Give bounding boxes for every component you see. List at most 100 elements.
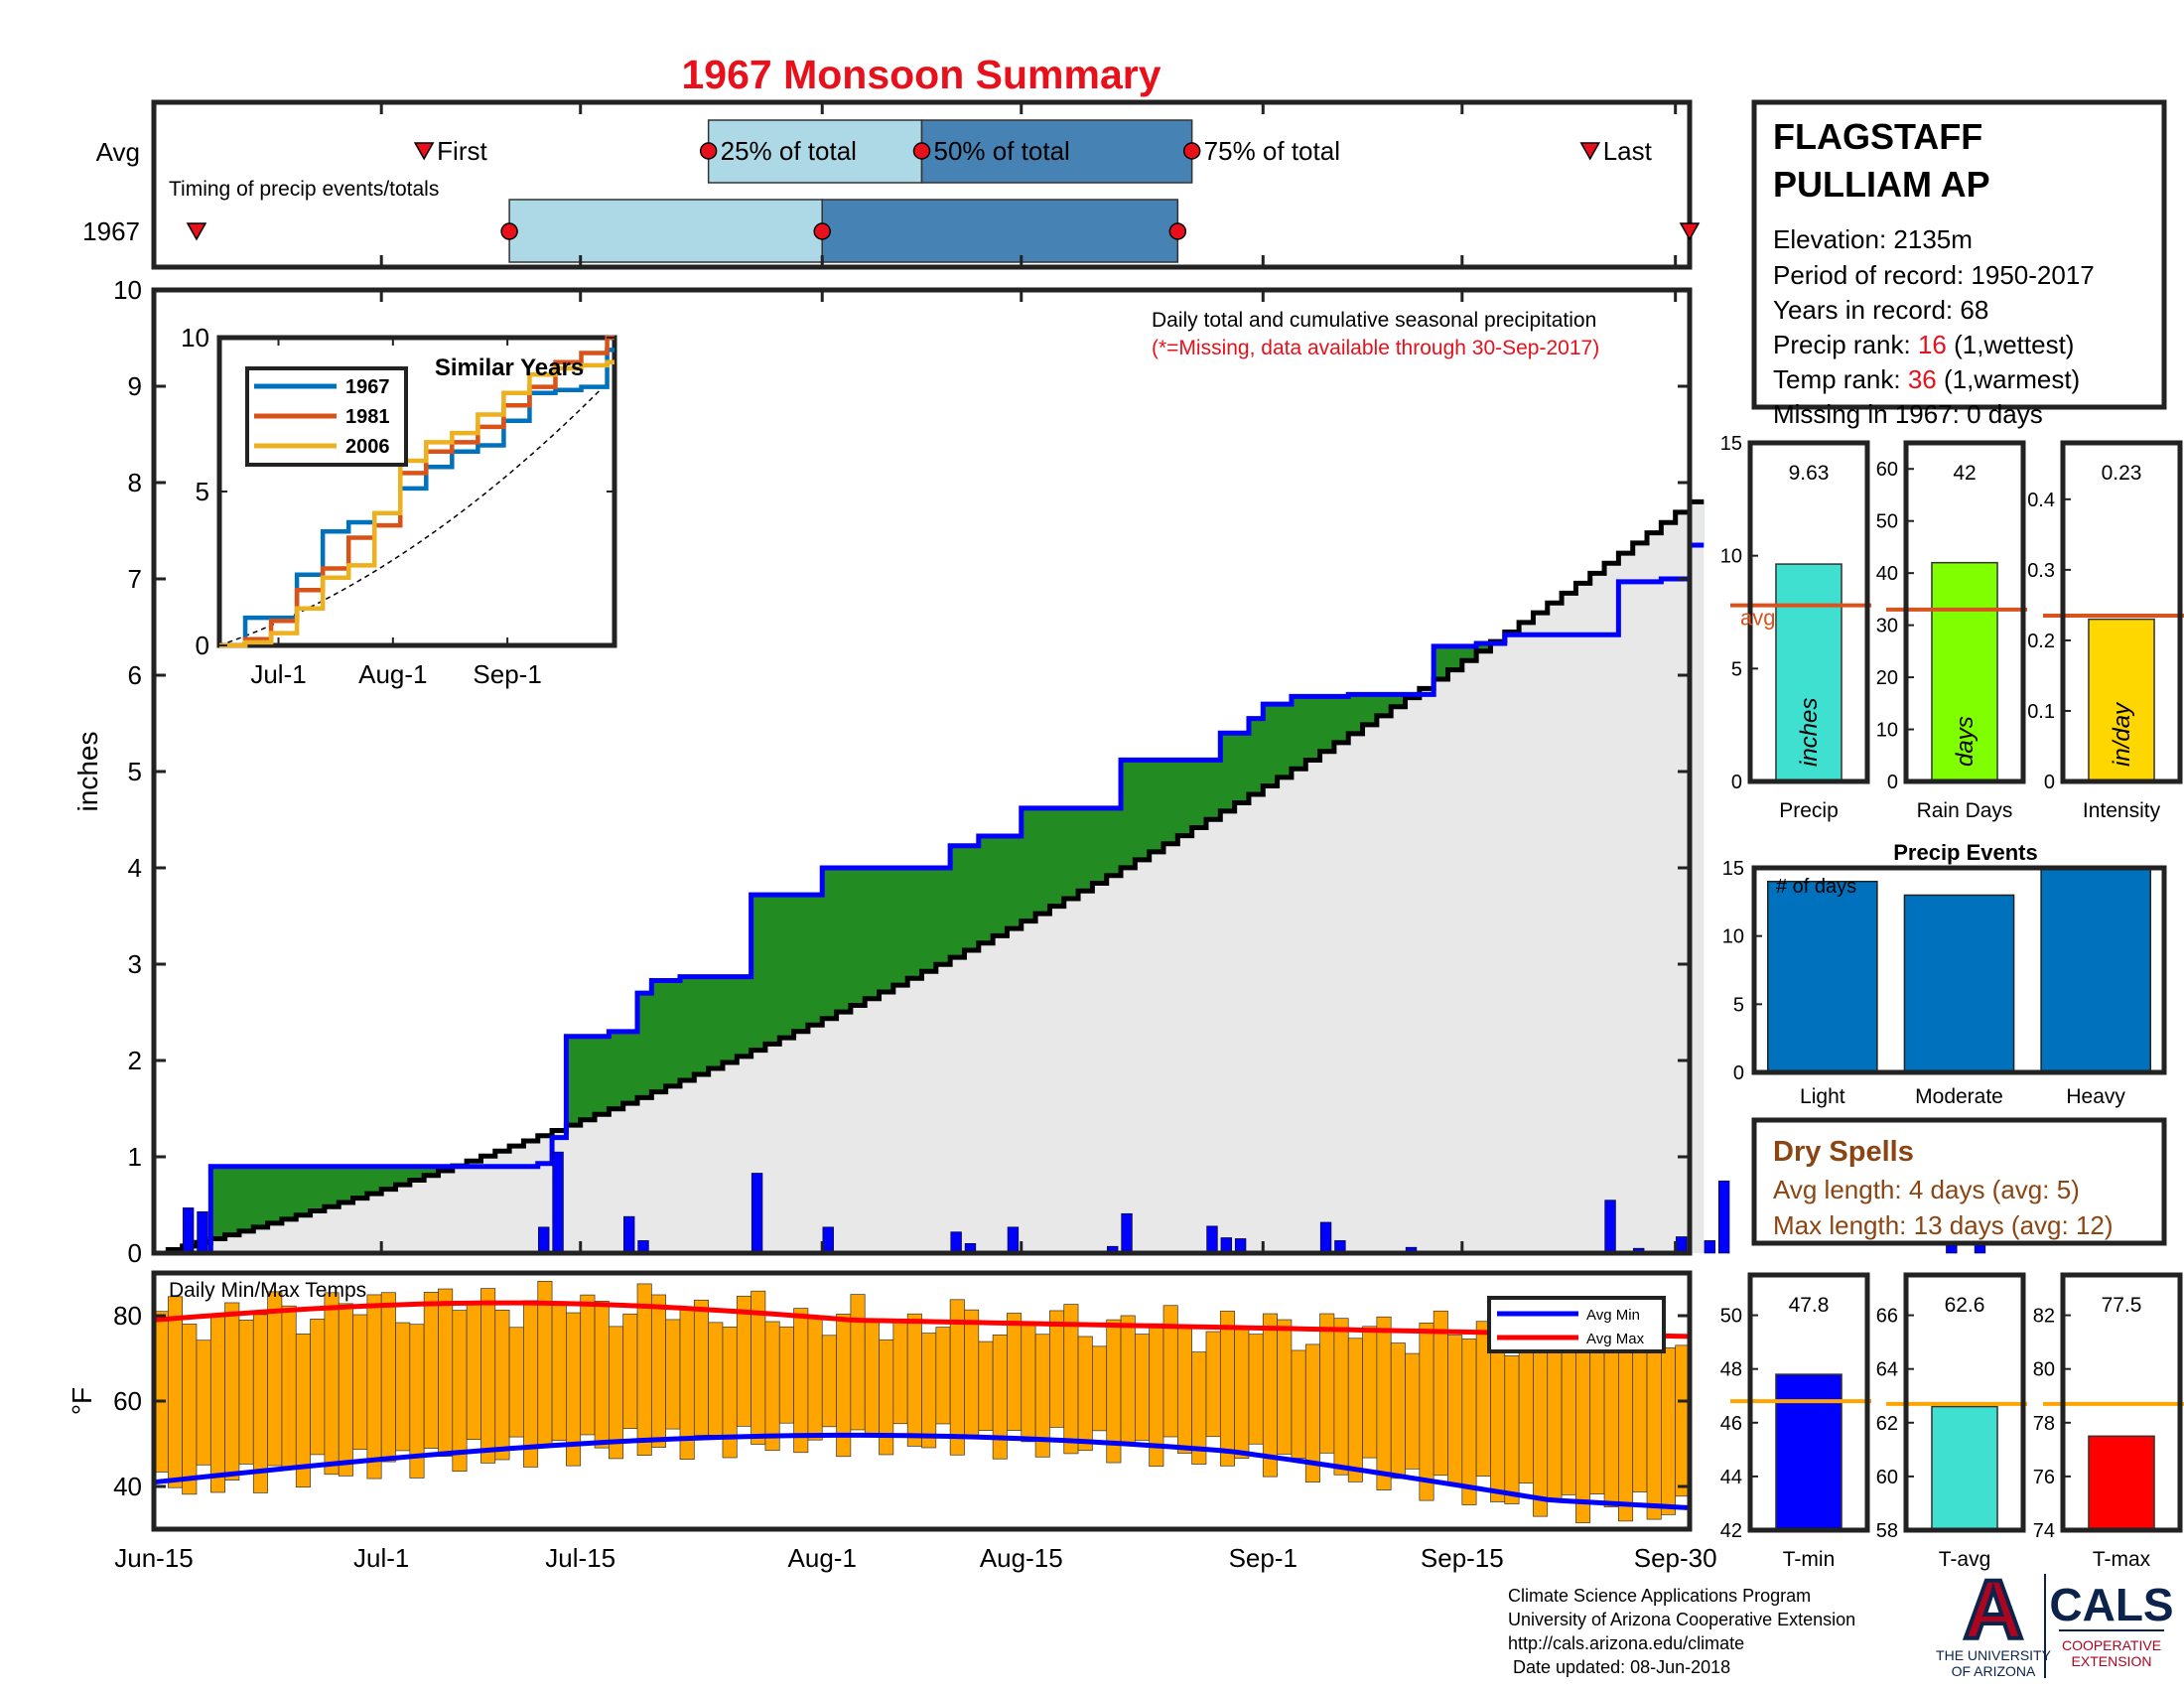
precip-event-label: Heavy [2066,1085,2125,1108]
events-ytick-label: 10 [1722,926,1744,948]
inset-xtick-label: Sep-1 [473,659,541,689]
daily-precip-bar [1121,1212,1133,1254]
station-info: FLAGSTAFF PULLIAM AP Elevation: 2135m Pe… [1751,99,2167,429]
panel-ytick-label: 0.2 [2027,631,2055,652]
panel-ytick-label: 58 [1876,1520,1898,1542]
timing-dot [813,222,831,240]
dry-spells-max: Max length: 13 days (avg: 12) [1773,1210,2114,1240]
panel-ytick-label: 82 [2033,1306,2055,1328]
timing-panel: Avg 1967 Timing of precip events/totals … [82,99,1701,270]
daily-temp-bar [1077,1336,1093,1452]
daily-temp-bar [1135,1334,1151,1441]
daily-temp-bar [523,1300,539,1468]
panel-ytick-label: 60 [1876,459,1898,481]
panel-ytick-label: 44 [1720,1467,1742,1488]
daily-temp-bar [238,1320,254,1465]
daily-temp-bar [1333,1318,1349,1476]
daily-temp-bar [551,1302,567,1442]
daily-temp-bar [1262,1313,1278,1478]
daily-precip-bar [1007,1226,1020,1254]
panel-rain-days: 0 10 20 30 40 50 60 42 Rain Days days [1876,440,2027,822]
average-cumulative-area [154,501,1705,1253]
station-missing: Missing in 1967: 0 days [1773,399,2043,429]
panel-ytick-label: 48 [1720,1359,1742,1381]
precip-event-label: Light [1800,1085,1845,1108]
temp-ytick-label: 60 [113,1386,142,1416]
precip-ytick-label: 10 [113,275,142,305]
temp-legend-label: Avg Min [1586,1307,1640,1324]
daily-temp-bar [594,1301,610,1449]
daily-precip-bar [822,1226,834,1254]
precip-ytick-label: 6 [128,660,142,690]
daily-precip-bar [552,1151,564,1254]
daily-temp-bar [708,1322,724,1436]
precip-events-title: Precip Events [1893,840,2038,865]
precip-event-label: Moderate [1915,1085,2003,1108]
daily-temp-bar [537,1280,553,1447]
daily-temp-bar [338,1303,353,1477]
panel-ytick-label: 10 [1876,720,1898,742]
panel-bar [1775,1373,1843,1531]
station-name-2: PULLIAM AP [1773,164,1990,205]
daily-temp-bar [209,1314,225,1493]
cumulative-1967-line [182,542,1705,1256]
timing-dot [1168,222,1187,240]
precip-event-bar [2040,867,2151,1073]
daily-temp-bar [1490,1333,1506,1502]
inset-ytick-label: 5 [196,477,209,506]
daily-temp-bar [1618,1346,1634,1522]
daily-temp-bar [1518,1335,1534,1483]
precip-events-frame [1751,865,2167,1075]
daily-temp-bar [1376,1316,1392,1490]
panel-ytick-label: 50 [1720,1306,1742,1328]
panel-ytick-label: 74 [2033,1520,2055,1542]
panel-unit: inches [1796,698,1823,767]
panel-ytick-label: 78 [2033,1413,2055,1435]
temp-ytick-label: 40 [113,1472,142,1501]
timing-caption: Timing of precip events/totals [169,178,439,201]
cumulative-surplus-area [154,501,1705,1253]
precip-ytick-label: 8 [128,468,142,497]
events-ytick-label: 5 [1733,994,1744,1016]
daily-temp-bar [1390,1342,1406,1480]
daily-temp-bar [452,1310,468,1473]
daily-temp-bar [1219,1311,1235,1467]
panel-ytick-label: 46 [1720,1413,1742,1435]
panel-label: Intensity [2083,799,2161,822]
timing-25-label: 25% of total [721,136,857,166]
daily-temp-bar [1248,1334,1264,1445]
daily-temp-bar [864,1318,880,1436]
events-ytick-label: 0 [1733,1062,1744,1084]
daily-temp-bar [609,1326,624,1460]
logo-cals: CALS [2049,1579,2173,1630]
daily-precip-bar [182,1207,195,1254]
panel-ytick-label: 42 [1720,1520,1742,1542]
university-logo: A THE UNIVERSITY OF ARIZONA CALS COOPERA… [1936,1561,2174,1679]
daily-precip-bar [1946,1244,1958,1254]
dry-spells: Dry Spells Avg length: 4 days (avg: 5) M… [1751,1117,2167,1246]
date-xtick-label: Sep-30 [1634,1543,1717,1573]
daily-temp-bar [1007,1313,1023,1431]
daily-temp-bar [508,1327,524,1438]
daily-temp-bar [693,1299,709,1436]
timing-first-label: First [437,136,487,166]
daily-precip-bar [950,1231,962,1254]
precip-ylabel: inches [72,732,103,812]
panel-ytick-label: 0 [1887,772,1898,793]
daily-temp-bar [1405,1352,1421,1470]
inset-title: Similar Years [435,354,584,381]
panel-frame [2060,1272,2183,1533]
daily-temp-bar [821,1335,837,1428]
panel-t-min: 42 44 46 48 50 47.8 T-min [1720,1272,1871,1571]
daily-temp-bar [167,1296,183,1488]
panel-bar [1775,563,1843,782]
daily-temp-bar [1234,1327,1250,1460]
timing-row-label-avg: Avg [96,137,140,167]
station-period: Period of record: 1950-2017 [1773,260,2095,290]
precip-event-bar [1767,880,1878,1073]
daily-temp-bar [622,1313,638,1430]
daily-temp-bar [366,1294,382,1480]
panel-ytick-label: 0.1 [2027,701,2055,723]
panel-value: 47.8 [1789,1294,1830,1317]
daily-precip-bar [1604,1199,1616,1254]
